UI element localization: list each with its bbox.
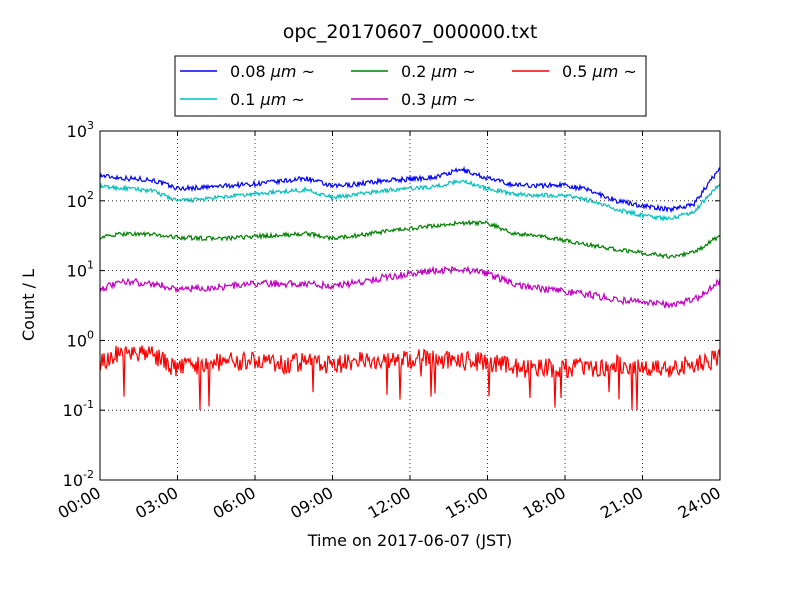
series-line xyxy=(99,165,721,214)
legend-label: 0.2 μm ~ xyxy=(401,62,476,81)
y-tick-label: 100 xyxy=(67,328,94,350)
chart-title: opc_20170607_000000.txt xyxy=(283,21,538,43)
series-layer xyxy=(99,165,721,411)
y-tick-label: 10-1 xyxy=(63,398,94,420)
y-tick-label: 10-2 xyxy=(63,468,94,490)
y-tick-label: 103 xyxy=(67,119,94,141)
legend-label: 0.3 μm ~ xyxy=(401,90,476,109)
series-line xyxy=(99,265,721,309)
series-line xyxy=(99,178,721,222)
legend-label: 0.08 μm ~ xyxy=(230,62,315,81)
legend-label: 0.1 μm ~ xyxy=(230,90,305,109)
series-line xyxy=(99,219,721,260)
x-axis-label: Time on 2017-06-07 (JST) xyxy=(307,531,512,550)
y-tick-label: 102 xyxy=(67,189,94,211)
series-line xyxy=(99,345,721,411)
legend-frame xyxy=(174,55,647,117)
y-tick-label: 101 xyxy=(67,259,94,281)
legend: 0.08 μm ~ 0.1 μm ~ 0.2 μm ~ 0.3 μm ~ 0.5 μm … xyxy=(174,55,647,117)
legend-label: 0.5 μm ~ xyxy=(562,62,637,81)
y-ticks: 10-2 10-1 100 101 102 103 xyxy=(63,119,720,490)
y-axis-label: Count / L xyxy=(19,269,38,341)
